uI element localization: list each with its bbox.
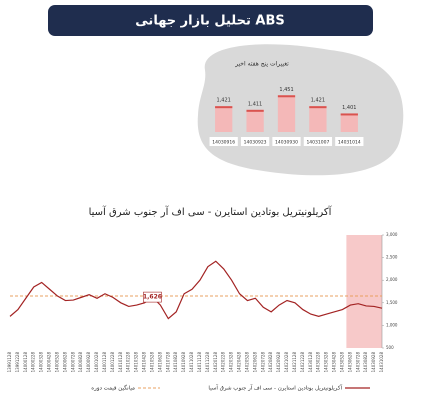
x-tick-label: 14020128: [213, 352, 218, 373]
x-tick-label: 13991228: [15, 352, 20, 373]
x-tick-label: 14030728: [355, 352, 360, 373]
bar-cap: [309, 106, 327, 109]
x-tick-label: 14030528: [339, 352, 344, 373]
x-tick-label: 14030228: [316, 352, 321, 373]
bar-value-label: 1,421: [217, 98, 231, 104]
y-tick-label: 2,000: [386, 277, 398, 282]
x-tick-label: 14021228: [300, 352, 305, 373]
annotation-label: 1,626: [143, 294, 162, 301]
legend-label: آکریلونیتریل بوتادین استایرن - سی اف آر …: [208, 385, 342, 392]
line-title: آکریلونیتریل بوتادین استایرن - سی اف آر …: [89, 205, 333, 218]
x-tick-label: 14010228: [126, 352, 131, 373]
x-tick-label: 14010728: [165, 352, 170, 373]
x-tick-label: 14000528: [54, 352, 59, 373]
x-tick-label: 14031007: [306, 140, 329, 146]
category-box: [335, 137, 364, 146]
x-tick-label: 14000428: [47, 352, 52, 373]
x-tick-label: 14031014: [338, 140, 361, 146]
bar-cap: [340, 113, 358, 116]
x-tick-label: 14030923: [244, 140, 267, 146]
y-tick-label: 2,500: [386, 255, 398, 260]
x-tick-label: 14030428: [332, 352, 337, 373]
x-tick-label: 14030928: [371, 352, 376, 373]
x-tick-label: 14010528: [149, 352, 154, 373]
x-tick-label: 14030328: [324, 352, 329, 373]
x-tick-label: 14000328: [39, 352, 44, 373]
bar-value-label: 1,411: [248, 101, 262, 107]
x-tick-label: 14020928: [276, 352, 281, 373]
category-box: [240, 137, 270, 146]
title-banner: [48, 5, 373, 36]
x-tick-label: 14020228: [221, 352, 226, 373]
y-tick-label: 1,500: [386, 300, 398, 305]
bar-title: تغییرات پنج هفته اخیر: [234, 61, 289, 68]
x-tick-label: 14001028: [94, 352, 99, 373]
bar: [340, 113, 358, 132]
x-tick-label: 14021028: [284, 352, 289, 373]
legend-label: میانگین قیمت دوره: [91, 385, 135, 392]
y-tick-label: 3,000: [386, 232, 398, 237]
x-tick-label: 14020528: [244, 352, 249, 373]
x-tick-label: 14010328: [134, 352, 139, 373]
x-tick-label: 14011128: [197, 352, 202, 373]
x-tick-label: 14010828: [173, 352, 178, 373]
x-tick-label: 14011028: [189, 352, 194, 373]
x-tick-label: 13991128: [7, 352, 12, 373]
highlight-region: [346, 235, 382, 348]
x-tick-label: 14001228: [110, 352, 115, 373]
bar: [215, 106, 233, 132]
x-tick-label: 14030916: [212, 140, 235, 146]
bar-value-label: 1,451: [279, 87, 293, 93]
x-tick-label: 14011228: [205, 352, 210, 373]
x-tick-label: 14030930: [275, 140, 298, 146]
page-title: تحلیل بازار جهانی ABS: [135, 14, 284, 29]
x-tick-label: 14001128: [102, 352, 107, 373]
x-tick-label: 14031028: [379, 352, 384, 373]
x-tick-label: 14000828: [78, 352, 83, 373]
x-tick-label: 14020428: [237, 352, 242, 373]
x-tick-label: 14021128: [292, 352, 297, 373]
bar-cap: [277, 95, 296, 98]
bar-value-label: 1,421: [311, 98, 325, 104]
x-tick-label: 14000728: [70, 352, 75, 373]
x-tick-label: 14000928: [86, 352, 91, 373]
category-box: [209, 137, 238, 146]
y-tick-label: 500: [386, 345, 394, 350]
x-tick-label: 14010928: [181, 352, 186, 373]
bar: [246, 109, 264, 132]
price-line: [9, 260, 383, 320]
x-tick-label: 14030828: [363, 352, 368, 373]
x-tick-label: 14020328: [229, 352, 234, 373]
y-tick-label: 1,000: [386, 322, 398, 327]
x-tick-label: 14020828: [268, 352, 273, 373]
bar: [277, 95, 296, 132]
x-tick-label: 14000228: [31, 352, 36, 373]
bar: [309, 106, 327, 132]
bar-value-label: 1,401: [342, 105, 356, 111]
category-box: [272, 137, 301, 146]
x-tick-label: 14010628: [157, 352, 162, 373]
x-tick-label: 14010128: [118, 352, 123, 373]
x-tick-label: 14020728: [260, 352, 265, 373]
x-tick-label: 14000128: [23, 352, 28, 373]
x-tick-label: 14020628: [252, 352, 257, 373]
x-tick-label: 14030628: [347, 352, 352, 373]
category-box: [303, 137, 333, 146]
x-tick-label: 14000628: [62, 352, 67, 373]
x-tick-label: 14010428: [142, 352, 147, 373]
bar-cap: [215, 106, 233, 109]
annotation-box: [143, 291, 162, 303]
bar-cap: [246, 109, 264, 112]
x-tick-label: 14030128: [308, 352, 313, 373]
